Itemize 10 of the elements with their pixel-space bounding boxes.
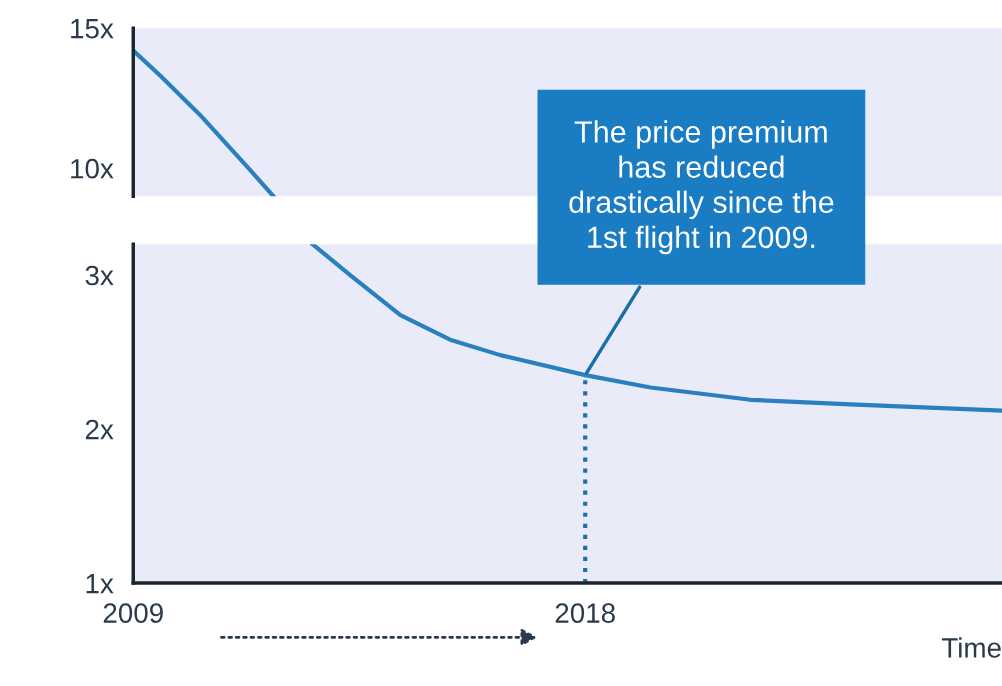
x-tick-label: 2009 (103, 603, 163, 623)
y-tick-label: 10x (71, 158, 114, 179)
y-tick-label: 3x (85, 265, 114, 286)
y-tick-label: 2x (85, 419, 114, 440)
x-axis-title: Time (941, 637, 1001, 658)
y-tick-label: 15x (71, 19, 114, 39)
y-tick-label: 1x (86, 574, 114, 594)
x-tick-label: 2018 (555, 603, 615, 623)
line-series (133, 48, 276, 197)
annotation: The price premium has reduced drastically since the 1st flight in 2009. (569, 120, 834, 255)
